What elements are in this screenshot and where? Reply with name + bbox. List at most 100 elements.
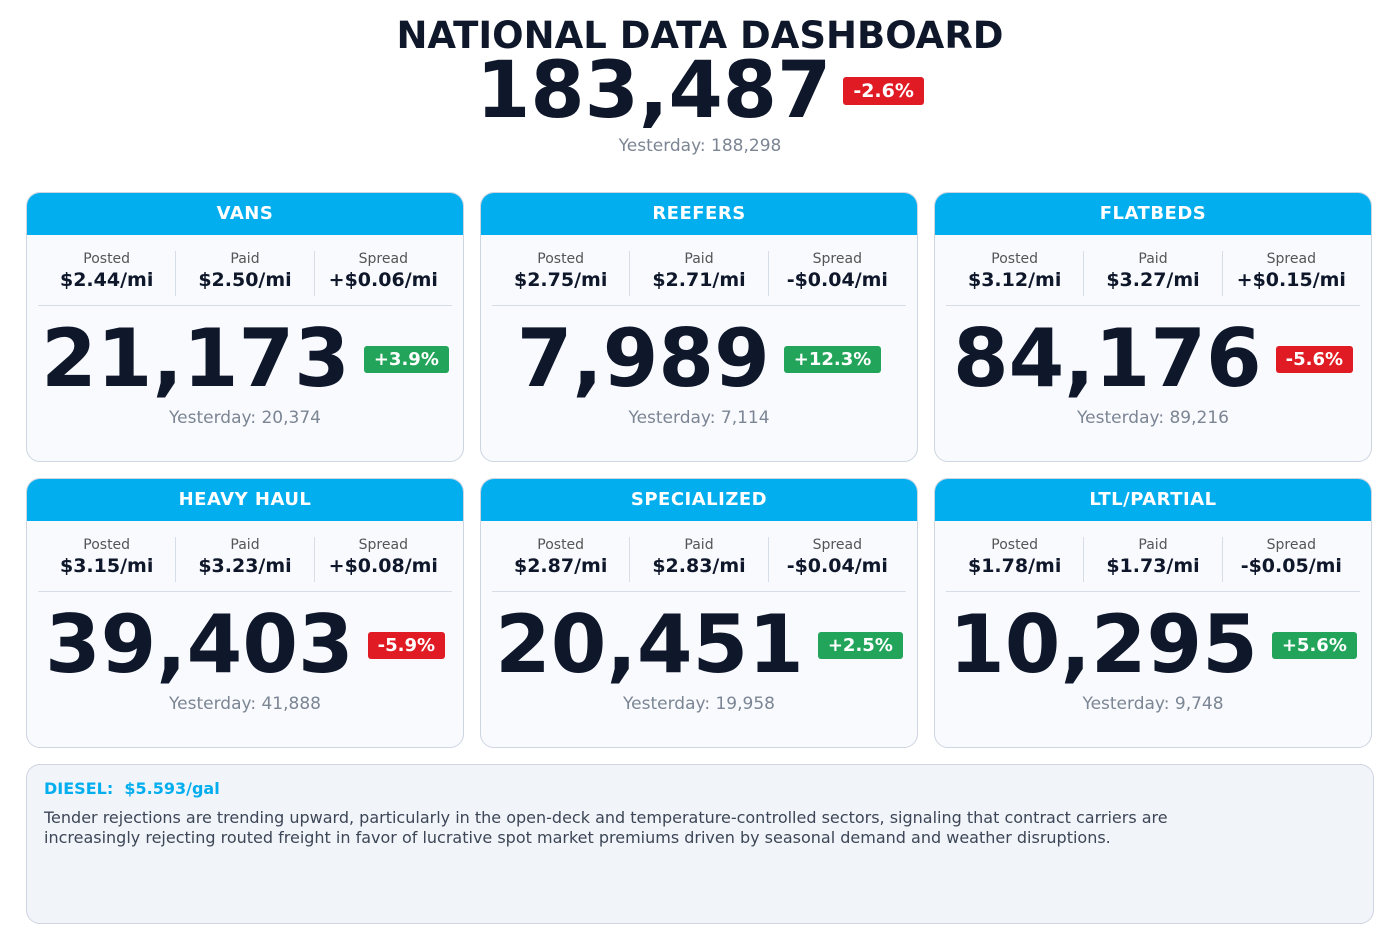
- rate: Spread +$0.06/mi: [315, 251, 452, 296]
- rate-label: Spread: [358, 537, 408, 553]
- card: SPECIALIZED Posted $2.87/mi Paid $2.83/mi Spr…: [480, 478, 918, 748]
- count: 10,295: [949, 598, 1258, 691]
- card: FLATBEDS Posted $3.12/mi Paid $3.27/mi Spread…: [934, 192, 1372, 462]
- rate-label: Paid: [1138, 251, 1168, 267]
- rate: Paid $3.23/mi: [176, 537, 315, 582]
- count: 84,176: [952, 312, 1262, 405]
- rate: Posted $2.75/mi: [492, 251, 631, 296]
- rate: Spread +$0.08/mi: [315, 537, 452, 582]
- rate-value: $3.27/mi: [1106, 269, 1200, 291]
- rate-value: $3.12/mi: [967, 269, 1062, 291]
- diesel-label: DIESEL:: [44, 779, 114, 798]
- rate-label: Paid: [1138, 537, 1168, 553]
- rate-label: Posted: [83, 537, 131, 553]
- count-row: 20,451 +2.5%: [481, 600, 917, 690]
- rate-value: +$0.15/mi: [1236, 269, 1346, 291]
- rate-value: -$0.04/mi: [786, 555, 888, 577]
- rate-label: Paid: [684, 537, 714, 553]
- rate: Posted $2.44/mi: [38, 251, 177, 296]
- count: 7,989: [516, 312, 770, 405]
- card-title: REEFERS: [481, 193, 917, 235]
- rate-label: Posted: [83, 251, 131, 267]
- rates-row: Posted $3.12/mi Paid $3.27/mi Spread +$0.15/m…: [946, 251, 1360, 306]
- yesterday: Yesterday: 89,216: [1077, 408, 1229, 428]
- yesterday: Yesterday: 188,298: [618, 136, 782, 156]
- rate-value: $2.44/mi: [59, 269, 154, 291]
- total-count: 183,487: [476, 46, 832, 136]
- change-badge: -2.6%: [843, 77, 924, 105]
- rate: Spread -$0.05/mi: [1223, 537, 1360, 582]
- header: NATIONAL DATA DASHBOARD 183,487 -2.6% Ye…: [0, 0, 1400, 176]
- rate-label: Paid: [230, 251, 260, 267]
- rate-label: Spread: [1266, 251, 1316, 267]
- yesterday: Yesterday: 9,748: [1082, 694, 1224, 714]
- count: 20,451: [495, 598, 804, 691]
- card: VANS Posted $2.44/mi Paid $2.50/mi Spread +$0.…: [26, 192, 464, 462]
- yesterday: Yesterday: 7,114: [628, 408, 770, 428]
- rate: Paid $2.71/mi: [630, 251, 769, 296]
- yesterday: Yesterday: 20,374: [169, 408, 321, 428]
- rate: Spread -$0.04/mi: [769, 251, 906, 296]
- count-row: 21,173 +3.9%: [27, 314, 463, 404]
- rate-value: $3.23/mi: [198, 555, 292, 577]
- card-title: HEAVY HAUL: [27, 479, 463, 521]
- rate-value: $2.83/mi: [652, 555, 746, 577]
- rate-label: Posted: [537, 251, 585, 267]
- rate-label: Paid: [230, 537, 260, 553]
- count-row: 7,989 +12.3%: [481, 314, 917, 404]
- change-badge: +2.5%: [817, 631, 903, 659]
- rate-value: $2.75/mi: [513, 269, 608, 291]
- card-title: LTL/PARTIAL: [935, 479, 1371, 521]
- rate-label: Spread: [812, 537, 862, 553]
- count-row: 10,295 +5.6%: [935, 600, 1371, 690]
- card-title: VANS: [27, 193, 463, 235]
- rate-value: $2.71/mi: [652, 269, 746, 291]
- count: 21,173: [41, 312, 350, 405]
- rate-label: Spread: [358, 251, 408, 267]
- count-row: 39,403 -5.9%: [27, 600, 463, 690]
- change-badge: -5.6%: [1275, 345, 1354, 373]
- rate-value: $3.15/mi: [59, 555, 154, 577]
- rate: Paid $1.73/mi: [1084, 537, 1223, 582]
- card: HEAVY HAUL Posted $3.15/mi Paid $3.23/mi Spre…: [26, 478, 464, 748]
- card-grid: VANS Posted $2.44/mi Paid $2.50/mi Spread +$0.…: [26, 192, 1374, 748]
- rate-label: Posted: [991, 537, 1039, 553]
- change-badge: +12.3%: [783, 345, 882, 373]
- rate-value: -$0.04/mi: [786, 269, 888, 291]
- title: NATIONAL DATA DASHBOARD: [396, 14, 1004, 57]
- rate-value: $2.50/mi: [198, 269, 292, 291]
- rate: Paid $3.27/mi: [1084, 251, 1223, 296]
- footer-panel: DIESEL: $5.593/gal Tender rejections are…: [26, 764, 1374, 924]
- rate: Posted $3.12/mi: [946, 251, 1085, 296]
- total-row: 183,487 -2.6%: [0, 46, 1400, 136]
- diesel-price: $5.593/gal: [124, 779, 220, 798]
- rate-label: Posted: [537, 537, 585, 553]
- rate: Posted $1.78/mi: [946, 537, 1085, 582]
- change-badge: +3.9%: [363, 345, 449, 373]
- rates-row: Posted $2.44/mi Paid $2.50/mi Spread +$0.06/m…: [38, 251, 452, 306]
- rate: Paid $2.50/mi: [176, 251, 315, 296]
- card-title: FLATBEDS: [935, 193, 1371, 235]
- rate: Spread +$0.15/mi: [1223, 251, 1360, 296]
- diesel: DIESEL: $5.593/gal: [44, 779, 1356, 798]
- rate-value: +$0.08/mi: [328, 555, 438, 577]
- rate: Posted $3.15/mi: [38, 537, 177, 582]
- rate: Paid $2.83/mi: [630, 537, 769, 582]
- card: REEFERS Posted $2.75/mi Paid $2.71/mi Spread -…: [480, 192, 918, 462]
- count-row: 84,176 -5.6%: [935, 314, 1371, 404]
- note: Tender rejections are trending upward, p…: [44, 808, 1168, 847]
- card: LTL/PARTIAL Posted $1.78/mi Paid $1.73/mi Spr…: [934, 478, 1372, 748]
- change-badge: +5.6%: [1271, 631, 1357, 659]
- yesterday: Yesterday: 41,888: [169, 694, 321, 714]
- rate-value: -$0.05/mi: [1240, 555, 1342, 577]
- rate-value: $2.87/mi: [513, 555, 608, 577]
- yesterday: Yesterday: 19,958: [623, 694, 775, 714]
- rate-value: $1.78/mi: [967, 555, 1062, 577]
- change-badge: -5.9%: [367, 631, 446, 659]
- rate-label: Paid: [684, 251, 714, 267]
- rate-value: $1.73/mi: [1106, 555, 1200, 577]
- rate: Posted $2.87/mi: [492, 537, 631, 582]
- rate: Spread -$0.04/mi: [769, 537, 906, 582]
- rate-label: Spread: [812, 251, 862, 267]
